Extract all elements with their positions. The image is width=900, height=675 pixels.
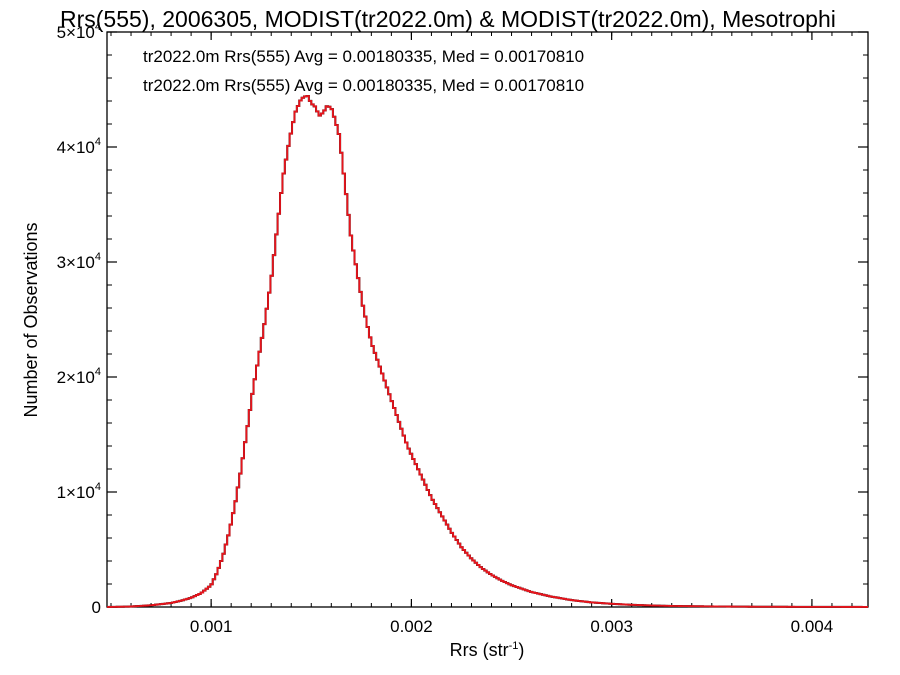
- legend-entry-black: tr2022.0m Rrs(555) Avg = 0.00180335, Med…: [143, 47, 584, 66]
- plot-frame: [106, 31, 869, 608]
- x-tick-label: 0.003: [590, 617, 633, 636]
- chart-title: Rrs(555), 2006305, MODIST(tr2022.0m) & M…: [60, 6, 836, 32]
- y-axis-label: Number of Observations: [21, 222, 41, 417]
- x-axis-ticks: 0.001 0.002 0.003 0.004: [110, 32, 853, 636]
- y-tick-label: 4×104: [57, 136, 101, 157]
- x-tick-label: 0.004: [791, 617, 834, 636]
- y-axis-ticks: 0 1×104 2×104 3×104 4×104 5×104: [57, 21, 868, 617]
- legend-entry-red: tr2022.0m Rrs(555) Avg = 0.00180335, Med…: [143, 76, 584, 95]
- y-tick-label: 3×104: [57, 251, 101, 272]
- legend: tr2022.0m Rrs(555) Avg = 0.00180335, Med…: [143, 47, 584, 95]
- series-line-black: [107, 95, 868, 608]
- y-tick-label: 1×104: [57, 481, 101, 502]
- x-tick-label: 0.002: [390, 617, 433, 636]
- series-line-red: [107, 95, 868, 608]
- x-axis-label: Rrs (str-1): [450, 640, 525, 660]
- y-tick-label: 5×104: [57, 21, 101, 42]
- y-tick-label: 2×104: [57, 366, 101, 387]
- y-tick-label: 0: [92, 598, 101, 617]
- x-tick-label: 0.001: [190, 617, 233, 636]
- series-layer: [107, 95, 868, 608]
